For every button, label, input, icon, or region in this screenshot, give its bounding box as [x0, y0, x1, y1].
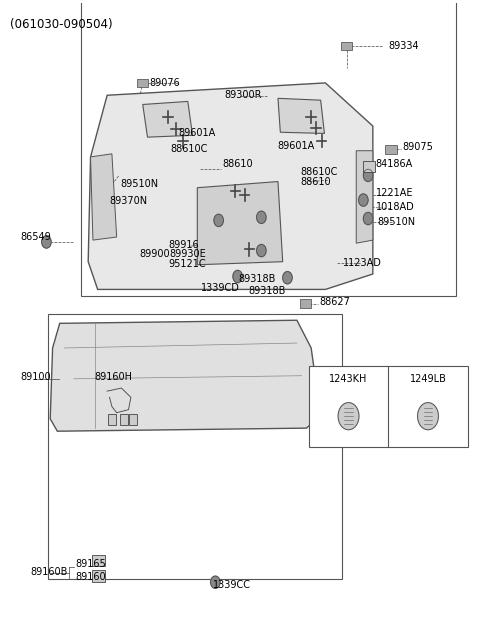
Text: 89076: 89076: [149, 78, 180, 88]
Text: 88610C: 88610C: [301, 167, 338, 177]
Circle shape: [257, 244, 266, 257]
Circle shape: [363, 169, 373, 182]
Text: 95121C: 95121C: [169, 259, 206, 269]
Circle shape: [211, 576, 220, 588]
Text: 89160B: 89160B: [30, 567, 68, 577]
Text: 1339CD: 1339CD: [201, 283, 240, 293]
Text: 89916: 89916: [169, 240, 200, 250]
Polygon shape: [50, 320, 321, 431]
Text: 89300R: 89300R: [225, 90, 262, 100]
Text: 86549: 86549: [21, 232, 51, 242]
Text: 88610: 88610: [301, 177, 331, 187]
Bar: [92, 555, 105, 566]
Circle shape: [359, 194, 368, 207]
Text: 1221AE: 1221AE: [376, 188, 413, 198]
Bar: [92, 570, 105, 582]
Polygon shape: [91, 154, 117, 240]
Text: 1339CC: 1339CC: [213, 580, 251, 590]
Circle shape: [214, 214, 223, 226]
Bar: [341, 42, 352, 50]
Polygon shape: [278, 98, 324, 134]
Text: 88627: 88627: [320, 297, 350, 307]
Bar: [120, 414, 128, 425]
Text: 89160: 89160: [76, 572, 107, 582]
Text: 89930E: 89930E: [170, 249, 206, 259]
Polygon shape: [88, 83, 373, 289]
Bar: [81, 0, 456, 295]
Text: 89510N: 89510N: [378, 216, 416, 226]
Polygon shape: [197, 182, 283, 265]
Text: 84186A: 84186A: [376, 159, 413, 169]
Text: 89165: 89165: [76, 559, 107, 569]
Text: 89334: 89334: [388, 41, 419, 51]
Bar: [48, 314, 342, 579]
Bar: [130, 414, 137, 425]
Circle shape: [233, 271, 242, 282]
Bar: [363, 160, 375, 172]
Bar: [300, 299, 311, 308]
Bar: [309, 366, 468, 447]
Circle shape: [257, 211, 266, 223]
Polygon shape: [143, 101, 192, 137]
Text: 89601A: 89601A: [179, 129, 216, 139]
Text: 89900: 89900: [139, 249, 170, 259]
Circle shape: [42, 236, 51, 248]
Text: 88610: 88610: [222, 159, 252, 169]
Text: 89160H: 89160H: [95, 372, 132, 382]
Text: 89370N: 89370N: [109, 197, 147, 207]
Text: 1249LB: 1249LB: [409, 374, 446, 384]
Circle shape: [338, 402, 359, 430]
Text: 89075: 89075: [402, 142, 433, 152]
Circle shape: [363, 212, 373, 225]
Text: 1018AD: 1018AD: [376, 202, 414, 213]
Text: 89510N: 89510N: [120, 179, 158, 189]
Polygon shape: [356, 151, 373, 243]
Circle shape: [283, 272, 292, 284]
Circle shape: [418, 402, 438, 430]
Bar: [385, 145, 396, 154]
Text: 1123AD: 1123AD: [343, 258, 382, 268]
Text: 89318B: 89318B: [249, 285, 286, 295]
Text: 88610C: 88610C: [170, 144, 208, 154]
Text: 89318B: 89318B: [238, 274, 276, 284]
Text: 89100: 89100: [21, 372, 51, 382]
Bar: [108, 414, 116, 425]
Text: (061030-090504): (061030-090504): [10, 18, 112, 31]
Bar: [137, 78, 148, 87]
Text: 89601A: 89601A: [277, 141, 314, 151]
Text: 1243KH: 1243KH: [329, 374, 368, 384]
